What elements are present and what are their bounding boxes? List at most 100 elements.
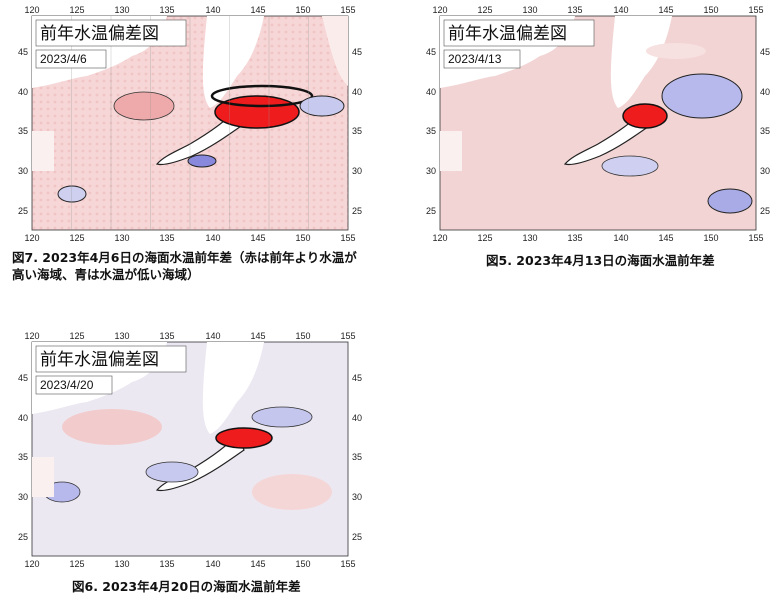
svg-text:45: 45 bbox=[352, 373, 362, 383]
svg-text:45: 45 bbox=[426, 47, 436, 57]
svg-text:25: 25 bbox=[426, 206, 436, 216]
svg-text:45: 45 bbox=[760, 47, 770, 57]
svg-text:30: 30 bbox=[18, 492, 28, 502]
svg-text:120: 120 bbox=[24, 233, 39, 243]
svg-text:140: 140 bbox=[205, 233, 220, 243]
svg-text:45: 45 bbox=[352, 47, 362, 57]
svg-text:35: 35 bbox=[760, 126, 770, 136]
caption-line: 図6. 2023年4月20日の海面水温前年差 bbox=[72, 579, 301, 594]
svg-text:35: 35 bbox=[426, 126, 436, 136]
svg-text:35: 35 bbox=[352, 452, 362, 462]
y-axis-left: 25 30 35 40 45 bbox=[18, 47, 28, 216]
svg-text:135: 135 bbox=[567, 233, 582, 243]
svg-text:145: 145 bbox=[658, 233, 673, 243]
sst-anomaly-map: 前年水温偏差図 2023/4/13 120 125 130 135 140 14… bbox=[426, 5, 770, 243]
svg-text:155: 155 bbox=[340, 233, 355, 243]
svg-text:45: 45 bbox=[18, 373, 28, 383]
x-tick: 140 bbox=[205, 5, 220, 15]
svg-text:155: 155 bbox=[340, 559, 355, 569]
svg-text:30: 30 bbox=[426, 166, 436, 176]
map-date: 2023/4/6 bbox=[40, 52, 87, 66]
japan-outline bbox=[155, 106, 245, 166]
svg-text:40: 40 bbox=[426, 87, 436, 97]
x-tick: 145 bbox=[250, 5, 265, 15]
x-tick: 120 bbox=[24, 5, 39, 15]
svg-text:125: 125 bbox=[477, 233, 492, 243]
svg-text:135: 135 bbox=[567, 5, 582, 15]
figure-caption: 図5. 2023年4月13日の海面水温前年差 bbox=[486, 252, 715, 269]
svg-text:155: 155 bbox=[748, 5, 763, 15]
svg-text:25: 25 bbox=[352, 206, 362, 216]
svg-text:135: 135 bbox=[159, 559, 174, 569]
svg-text:130: 130 bbox=[114, 559, 129, 569]
map-title: 前年水温偏差図 bbox=[40, 350, 159, 370]
svg-text:145: 145 bbox=[658, 5, 673, 15]
x-tick: 130 bbox=[114, 5, 129, 15]
svg-text:25: 25 bbox=[352, 532, 362, 542]
svg-text:30: 30 bbox=[352, 492, 362, 502]
svg-text:30: 30 bbox=[352, 166, 362, 176]
svg-text:125: 125 bbox=[69, 233, 84, 243]
caption-line: 図5. 2023年4月13日の海面水温前年差 bbox=[486, 253, 715, 268]
svg-text:150: 150 bbox=[703, 233, 718, 243]
svg-text:40: 40 bbox=[352, 413, 362, 423]
svg-text:150: 150 bbox=[295, 331, 310, 341]
caption-line: 高い海域、青は水温が低い海域） bbox=[12, 267, 200, 282]
x-tick: 155 bbox=[340, 5, 355, 15]
svg-text:125: 125 bbox=[69, 559, 84, 569]
svg-text:155: 155 bbox=[340, 331, 355, 341]
land-sakhalin-hokkaido bbox=[202, 16, 264, 108]
svg-text:130: 130 bbox=[522, 233, 537, 243]
svg-text:120: 120 bbox=[432, 233, 447, 243]
svg-text:130: 130 bbox=[114, 233, 129, 243]
svg-text:40: 40 bbox=[18, 413, 28, 423]
svg-text:25: 25 bbox=[18, 532, 28, 542]
svg-text:130: 130 bbox=[114, 331, 129, 341]
x-tick: 125 bbox=[69, 5, 84, 15]
figure-caption: 図6. 2023年4月20日の海面水温前年差 bbox=[72, 578, 301, 595]
svg-text:30: 30 bbox=[760, 166, 770, 176]
svg-text:40: 40 bbox=[352, 87, 362, 97]
svg-text:130: 130 bbox=[522, 5, 537, 15]
sst-anomaly-map: 前年水温偏差図 2023/4/6 120 125 130 135 140 145… bbox=[18, 5, 362, 243]
map-title: 前年水温偏差図 bbox=[448, 24, 567, 44]
svg-text:145: 145 bbox=[250, 559, 265, 569]
svg-text:125: 125 bbox=[477, 5, 492, 15]
caption-line: 図7. 2023年4月6日の海面水温前年差（赤は前年より水温が bbox=[12, 250, 357, 265]
svg-text:155: 155 bbox=[748, 233, 763, 243]
map-title: 前年水温偏差図 bbox=[40, 24, 159, 44]
svg-text:25: 25 bbox=[18, 206, 28, 216]
svg-text:35: 35 bbox=[352, 126, 362, 136]
svg-text:120: 120 bbox=[24, 559, 39, 569]
svg-text:30: 30 bbox=[18, 166, 28, 176]
warm-anomaly-core bbox=[214, 95, 300, 129]
svg-text:35: 35 bbox=[18, 452, 28, 462]
svg-text:120: 120 bbox=[24, 331, 39, 341]
sst-anomaly-map: 前年水温偏差図 2023/4/20 120 125 130 135 140 14… bbox=[18, 331, 362, 569]
sst-map-panel-apr13: 前年水温偏差図 2023/4/13 120 125 130 135 140 14… bbox=[418, 4, 780, 248]
svg-text:25: 25 bbox=[760, 206, 770, 216]
svg-text:40: 40 bbox=[18, 87, 28, 97]
svg-text:35: 35 bbox=[18, 126, 28, 136]
map-date: 2023/4/13 bbox=[448, 52, 502, 66]
svg-text:150: 150 bbox=[295, 233, 310, 243]
map-title-box bbox=[35, 19, 187, 47]
svg-text:145: 145 bbox=[250, 331, 265, 341]
sst-map-panel-apr6: 前年水温偏差図 2023/4/6 120 125 130 135 140 145… bbox=[10, 4, 380, 248]
x-tick: 135 bbox=[159, 5, 174, 15]
svg-text:140: 140 bbox=[205, 331, 220, 341]
svg-text:125: 125 bbox=[69, 331, 84, 341]
svg-text:140: 140 bbox=[613, 233, 628, 243]
x-tick: 150 bbox=[295, 5, 310, 15]
svg-text:150: 150 bbox=[703, 5, 718, 15]
svg-text:140: 140 bbox=[613, 5, 628, 15]
svg-text:135: 135 bbox=[159, 233, 174, 243]
svg-text:145: 145 bbox=[250, 233, 265, 243]
svg-text:45: 45 bbox=[18, 47, 28, 57]
y-axis-right: 25 30 35 40 45 bbox=[352, 47, 362, 216]
map-date: 2023/4/20 bbox=[40, 378, 94, 392]
x-axis-top: 120 125 130 135 140 145 150 155 bbox=[24, 5, 355, 15]
svg-text:140: 140 bbox=[205, 559, 220, 569]
svg-text:150: 150 bbox=[295, 559, 310, 569]
figure-caption: 図7. 2023年4月6日の海面水温前年差（赤は前年より水温が 高い海域、青は水… bbox=[12, 249, 357, 283]
